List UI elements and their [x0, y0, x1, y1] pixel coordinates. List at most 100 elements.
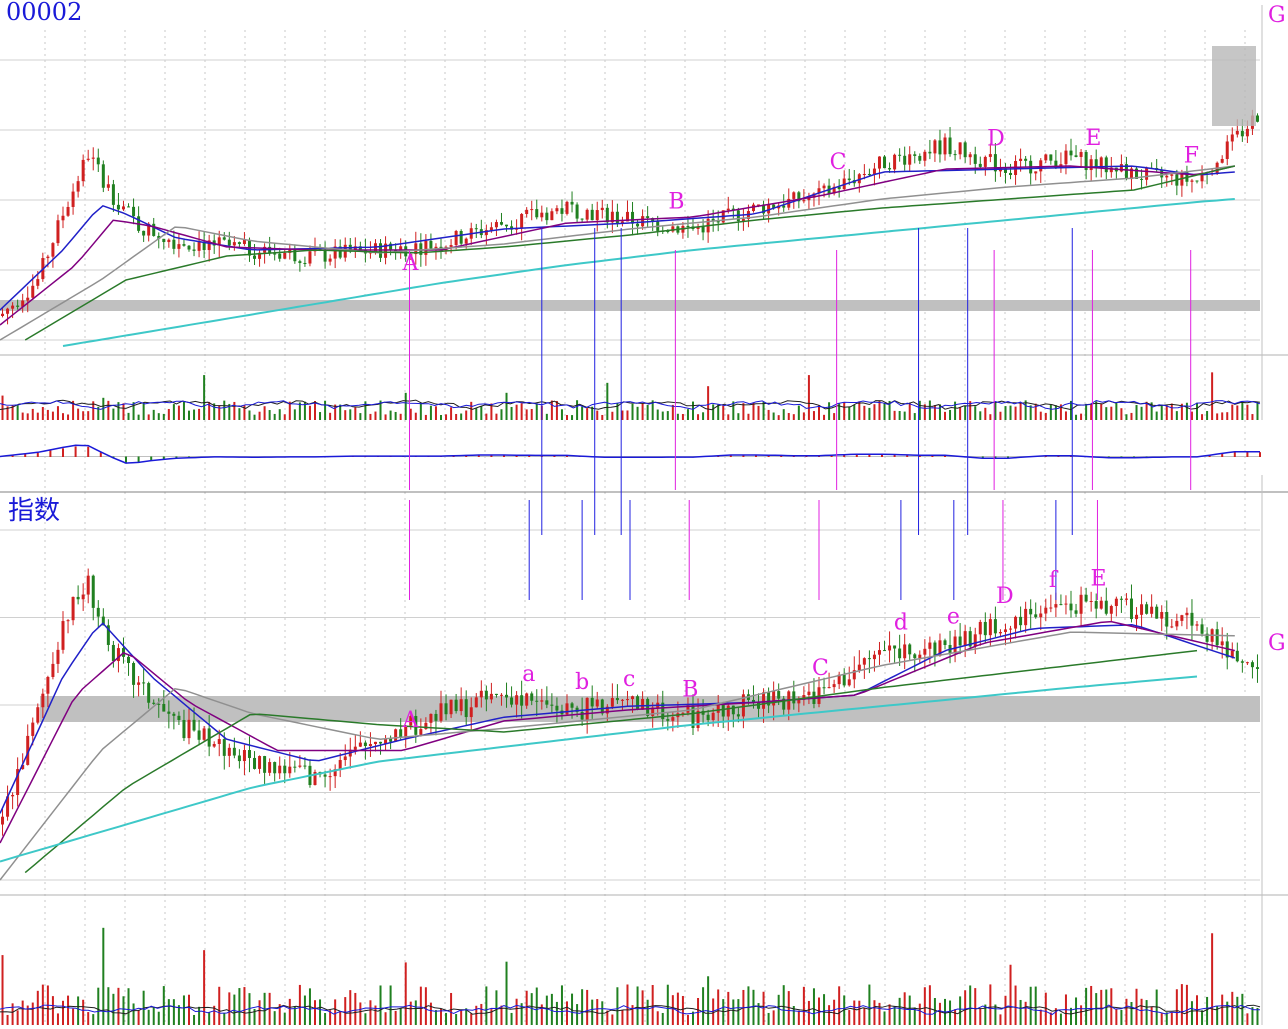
volume-bar	[676, 413, 679, 420]
volume-bar	[979, 411, 982, 420]
candle-body	[353, 246, 357, 252]
annotation-label: A	[402, 251, 420, 276]
candle-body	[666, 231, 670, 233]
annotation-label: F	[1184, 143, 1199, 168]
candle-body	[1145, 604, 1149, 614]
volume-bar	[67, 414, 70, 420]
volume-bar	[112, 993, 115, 1025]
volume-bar	[1, 395, 4, 420]
candle-body	[278, 253, 282, 259]
volume-bar	[77, 996, 80, 1025]
candle-body	[1119, 164, 1123, 172]
volume-bar	[460, 413, 463, 420]
candle-body	[414, 243, 418, 255]
candle-body	[1140, 178, 1144, 180]
volume-bar	[1014, 985, 1017, 1025]
volume-bar	[949, 409, 952, 420]
candle-body	[600, 207, 604, 211]
candle-body	[1069, 150, 1073, 156]
volume-bar	[681, 414, 684, 420]
volume-bar	[1009, 405, 1012, 420]
candle-body	[96, 157, 100, 165]
candle-body	[449, 699, 453, 715]
candle-body	[51, 663, 55, 677]
volume-bar	[369, 413, 372, 420]
volume-bar	[374, 411, 377, 420]
volume-bar	[107, 400, 110, 420]
candle-body	[610, 698, 614, 707]
volume-bar	[651, 985, 654, 1025]
candle-body	[454, 699, 458, 712]
candle-body	[46, 256, 50, 259]
candle-body	[278, 765, 282, 774]
volume-bar	[823, 414, 826, 420]
candle-body	[590, 697, 594, 707]
candle-body	[333, 246, 337, 259]
volume-bar	[984, 407, 987, 420]
volume-bar	[938, 404, 941, 420]
volume-bar	[278, 1004, 281, 1025]
volume-bar	[349, 990, 352, 1025]
macd-histogram-bar	[49, 450, 52, 457]
candle-body	[1014, 616, 1018, 629]
volume-bar	[253, 414, 256, 420]
volume-bar	[797, 405, 800, 420]
candle-body	[258, 252, 262, 259]
candle-body	[1160, 612, 1164, 619]
candle-body	[988, 154, 992, 157]
candle-body	[827, 687, 831, 689]
candle-body	[625, 699, 629, 701]
volume-bar	[747, 986, 750, 1025]
candle-body	[641, 216, 645, 227]
candle-body	[147, 223, 151, 236]
candle-body	[812, 193, 816, 198]
volume-bar	[455, 413, 458, 420]
candle-body	[822, 185, 826, 189]
candle-body	[227, 747, 231, 756]
volume-bar	[757, 1003, 760, 1025]
candle-body	[530, 693, 534, 701]
volume-bar	[722, 999, 725, 1025]
volume-bar	[203, 950, 206, 1025]
macd-histogram-bar	[918, 455, 921, 457]
volume-bar	[646, 404, 649, 420]
volume-bar	[1216, 413, 1219, 420]
volume-bar	[510, 1012, 513, 1025]
volume-bar	[974, 988, 977, 1025]
macd-histogram-bar	[150, 456, 153, 461]
volume-bar	[1070, 1007, 1072, 1025]
candle-body	[877, 156, 881, 169]
candle-body	[631, 211, 635, 224]
volume-bar	[923, 987, 926, 1025]
candle-body	[741, 694, 745, 717]
candle-body	[293, 766, 297, 768]
candle-body	[706, 714, 710, 721]
volume-bar	[772, 1010, 775, 1025]
candle-body	[147, 683, 151, 703]
candle-body	[298, 261, 302, 263]
candle-body	[404, 725, 408, 738]
volume-bar	[152, 1007, 155, 1025]
candle-body	[323, 250, 327, 262]
macd-histogram-bar	[893, 454, 896, 457]
candle-body	[741, 219, 745, 222]
candle-body	[525, 693, 529, 706]
volume-bar	[248, 410, 251, 420]
volume-bar	[208, 1012, 211, 1025]
candle-body	[1084, 594, 1088, 602]
volume-bar	[288, 998, 291, 1025]
volume-bar	[273, 413, 276, 420]
volume-bar	[550, 400, 553, 420]
macd-histogram-bar	[465, 455, 468, 457]
volume-bar	[777, 415, 780, 420]
candle-body	[928, 151, 932, 154]
annotation-label: B	[668, 189, 684, 214]
candle-body	[76, 596, 80, 600]
volume-bar	[450, 407, 453, 420]
candle-body	[127, 206, 131, 208]
volume-bar	[127, 412, 130, 420]
stock-title: 00002	[6, 0, 83, 26]
candle-body	[1140, 604, 1144, 615]
volume-bar	[555, 400, 558, 420]
candle-body	[419, 243, 423, 255]
